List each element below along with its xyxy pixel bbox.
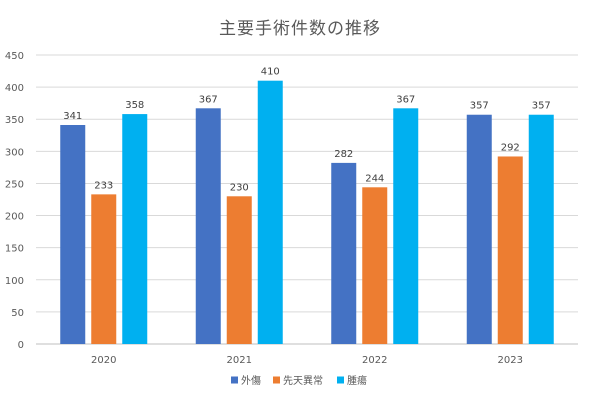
legend: 外傷 先天異常 腫瘍 [231,374,367,387]
legend-swatch [273,376,280,384]
bar [466,114,492,344]
y-tick-label: 50 [11,308,24,319]
x-tick-label: 2022 [362,355,387,366]
y-tick-label: 450 [5,51,24,62]
bar [91,194,117,344]
x-axis-ticks: 2020 2021 2022 2023 [91,355,523,366]
bar [60,125,86,344]
legend-swatch [337,376,344,384]
y-tick-label: 250 [5,179,24,190]
bar [528,114,554,344]
bar [226,196,252,344]
legend-label: 外傷 [241,374,261,387]
data-label: 410 [261,67,280,78]
legend-label: 先天異常 [283,374,323,387]
x-tick-label: 2020 [91,355,116,366]
legend-swatch [231,376,238,384]
data-labels: 341 233 358 367 230 410 282 244 367 357 292 357 [63,67,551,194]
data-label: 244 [365,173,384,184]
y-tick-label: 400 [5,83,24,94]
y-tick-label: 350 [5,115,24,126]
gridlines [36,54,578,345]
data-label: 367 [199,94,218,105]
bar [393,108,419,344]
data-label: 357 [532,101,551,112]
bar [195,108,221,344]
y-tick-label: 300 [5,147,24,158]
y-tick-label: 100 [5,276,24,287]
data-label: 357 [470,101,489,112]
bars [60,80,554,344]
data-label: 282 [334,149,353,160]
bar [497,156,523,344]
y-axis-ticks: 0 50 100 150 200 250 300 350 400 450 [5,51,24,351]
bar [362,187,388,344]
x-tick-label: 2023 [498,355,523,366]
data-label: 230 [230,182,249,193]
y-tick-label: 200 [5,212,24,223]
chart-title: 主要手術件数の推移 [219,19,381,39]
bar [257,80,283,344]
bar [122,114,148,344]
data-label: 358 [125,100,144,111]
data-label: 367 [396,94,415,105]
data-label: 292 [501,142,520,153]
y-tick-label: 150 [5,244,24,255]
x-tick-label: 2021 [227,355,252,366]
bar [331,162,357,344]
legend-label: 腫瘍 [347,374,367,387]
y-tick-label: 0 [18,340,24,351]
data-label: 233 [94,180,113,191]
data-label: 341 [63,111,82,122]
